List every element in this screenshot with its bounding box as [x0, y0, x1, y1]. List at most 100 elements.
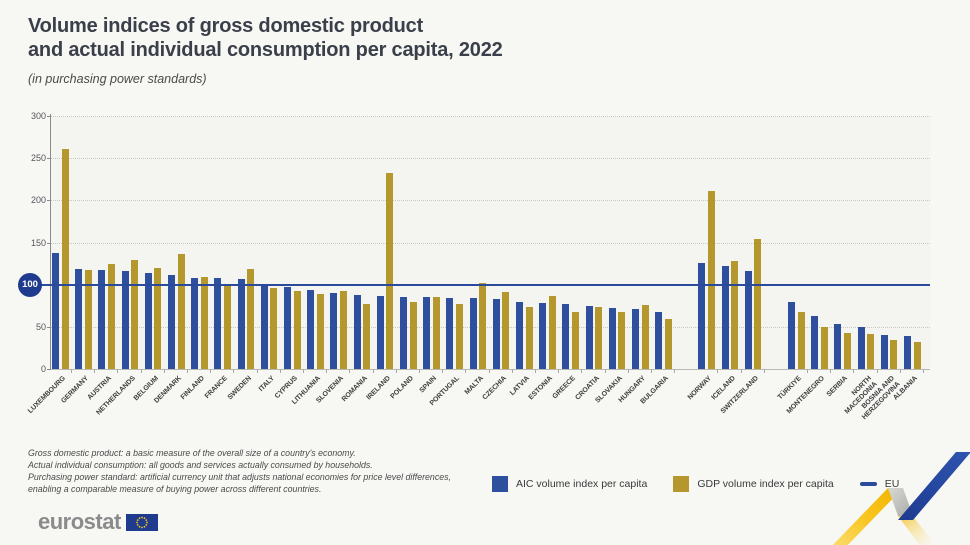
bar-aic-luxembourg	[52, 252, 59, 369]
eu-100-badge: 100	[18, 272, 42, 297]
ribbon-gray-fold	[888, 488, 913, 516]
x-axis-tick	[419, 369, 420, 373]
footnotes: Gross domestic product: a basic measure …	[28, 447, 451, 495]
bar-gdp-sweden	[247, 268, 255, 369]
y-axis-label: 150	[30, 237, 46, 248]
y-axis-tick	[47, 200, 50, 202]
y-axis-tick	[47, 158, 50, 160]
chart-subtitle: (in purchasing power standards)	[28, 72, 207, 86]
y-axis-label: 0	[40, 364, 46, 374]
bar-gdp-belgium	[154, 267, 162, 369]
bar-gdp-iceland	[731, 261, 739, 369]
x-axis-tick	[372, 369, 374, 373]
ribbon-yellow-tail	[898, 516, 935, 545]
bar-aic-estonia	[539, 303, 547, 369]
bar-aic-belgium	[144, 272, 152, 369]
bar-gdp-italy	[270, 288, 278, 369]
bar-gdp-bosnia-and-herzegovina	[890, 340, 898, 369]
bar-gdp-poland	[409, 301, 417, 369]
bar-aic-croatia	[585, 305, 593, 369]
bar-gdp-hungary	[641, 304, 649, 369]
y-axis-tick	[47, 242, 50, 244]
bar-gdp-czechia	[502, 292, 510, 369]
x-axis-tick	[326, 369, 328, 373]
bar-aic-slovenia	[330, 293, 338, 369]
bar-aic-france	[214, 277, 222, 369]
y-axis-label: 250	[30, 153, 46, 164]
bar-gdp-luxembourg	[61, 148, 69, 369]
x-axis-tick	[830, 369, 832, 373]
bar-gdp-slovakia	[618, 311, 626, 369]
x-axis-tick	[488, 369, 490, 373]
gridline-250	[50, 158, 930, 160]
bar-gdp-netherlands	[131, 260, 139, 369]
ribbon-yellow-band	[832, 488, 903, 545]
bar-aic-latvia	[516, 302, 523, 369]
x-axis-tick	[349, 369, 351, 373]
ribbon-blue-band	[898, 452, 970, 520]
bar-aic-portugal	[446, 298, 454, 369]
x-axis-tick	[94, 369, 96, 373]
bar-aic-malta	[469, 298, 477, 369]
bar-aic-serbia	[834, 324, 842, 369]
bar-aic-montenegro	[811, 315, 819, 369]
footnote-line: Purchasing power standard: artificial cu…	[28, 472, 451, 482]
x-axis-tick	[303, 369, 304, 373]
x-axis-tick	[71, 369, 72, 373]
plot-area: 0 50 150 200 250 300 100 LUXEMBOURG GERMANY AUSTR…	[18, 111, 930, 421]
bar-aic-bulgaria	[655, 311, 663, 369]
bar-gdp-latvia	[525, 307, 533, 369]
x-axis-tick	[876, 369, 878, 373]
y-axis-tick	[47, 369, 50, 370]
bar-gdp-croatia	[595, 307, 603, 369]
bar-gdp-portugal	[455, 304, 463, 369]
x-axis-tick	[395, 369, 397, 373]
x-axis-tick	[465, 369, 467, 373]
bar-gdp-albania	[913, 342, 921, 369]
bar-gdp-switzerland	[754, 239, 762, 369]
x-axis-tick	[807, 369, 808, 373]
bar-gdp-slovenia	[339, 291, 347, 369]
x-axis-tick	[163, 369, 165, 373]
x-axis-tick	[899, 369, 901, 373]
y-axis-tick	[47, 326, 50, 328]
footnote-line: Gross domestic product: a basic measure …	[28, 448, 356, 458]
x-axis-tick	[581, 369, 583, 373]
eurostat-logo-text: eurostat	[38, 509, 121, 534]
bar-aic-romania	[353, 294, 361, 369]
bar-aic-austria	[98, 270, 106, 369]
bar-gdp-türkiye	[797, 311, 805, 369]
x-axis-tick	[442, 369, 444, 373]
gdp-legend-label: GDP volume index per capita	[697, 478, 834, 490]
x-axis-tick	[279, 369, 281, 373]
bar-gdp-estonia	[548, 295, 556, 369]
decorative-ribbon-graphic	[832, 452, 970, 545]
bar-gdp-germany	[84, 270, 92, 369]
footnote-line: enabling a comparable measure of buying …	[28, 484, 322, 494]
x-axis-tick	[651, 369, 652, 373]
x-axis-tick	[535, 369, 536, 373]
bar-gdp-north-macedonia	[867, 334, 875, 369]
gridline-300	[50, 116, 930, 117]
x-axis-tick	[853, 369, 855, 373]
bar-aic-norway	[698, 262, 706, 369]
bar-aic-slovakia	[608, 308, 616, 369]
x-axis-tick	[117, 369, 119, 373]
bar-gdp-spain	[432, 297, 440, 369]
footnote-line: Actual individual consumption: all goods…	[28, 460, 373, 470]
bar-gdp-malta	[479, 283, 487, 369]
bar-gdp-bulgaria	[664, 319, 672, 369]
x-axis-tick	[763, 369, 765, 373]
bar-aic-switzerland	[744, 271, 752, 369]
bar-gdp-montenegro	[820, 326, 828, 369]
eu-legend-label: EU	[884, 478, 900, 490]
bar-aic-north-macedonia	[857, 326, 865, 369]
eurostat-logo: eurostat	[38, 509, 158, 535]
x-axis-tick	[210, 369, 212, 373]
bar-gdp-austria	[107, 264, 115, 369]
bar-aic-spain	[423, 297, 431, 369]
bar-aic-hungary	[632, 309, 639, 369]
bar-gdp-ireland	[386, 172, 394, 369]
x-axis-tick	[233, 369, 235, 373]
gridline-200	[50, 200, 930, 202]
